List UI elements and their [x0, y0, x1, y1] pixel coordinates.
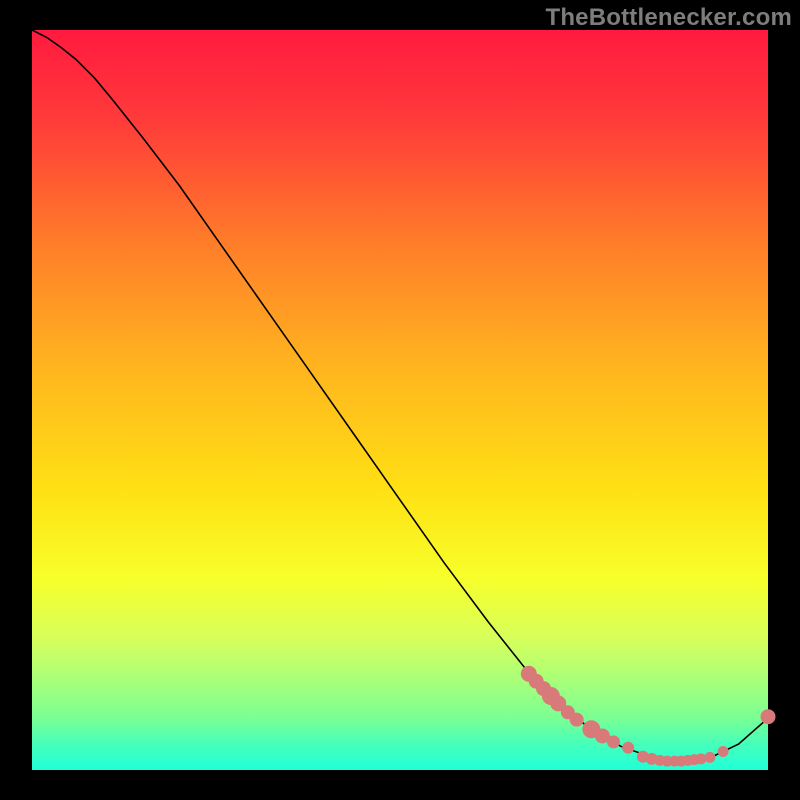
scatter-point [622, 742, 634, 754]
scatter-point [570, 713, 584, 727]
scatter-point [761, 709, 776, 724]
chart-canvas: TheBottlenecker.com [0, 0, 800, 800]
watermark-text: TheBottlenecker.com [545, 4, 792, 32]
gradient-background [32, 30, 768, 770]
scatter-point [704, 752, 715, 763]
scatter-point [718, 746, 729, 757]
bottleneck-chart [0, 0, 800, 800]
scatter-point [607, 735, 620, 748]
